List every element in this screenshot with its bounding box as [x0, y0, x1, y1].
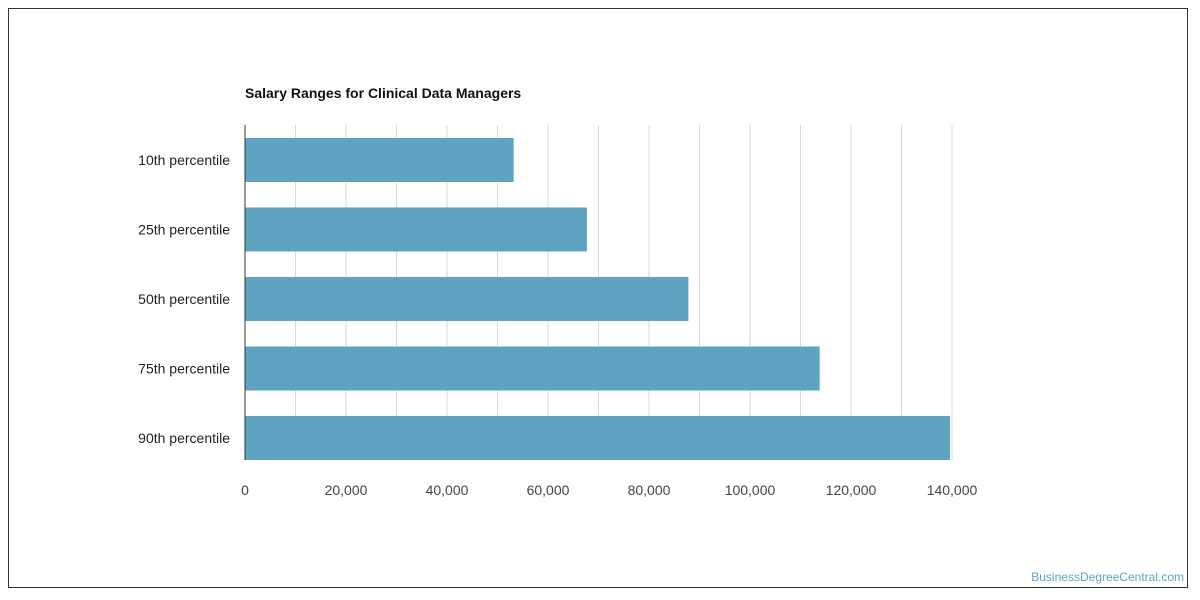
- chart-title: Salary Ranges for Clinical Data Managers: [245, 85, 522, 101]
- x-tick-labels: 0 20,000 40,000 60,000 80,000 100,000 120,000 1…: [241, 482, 977, 498]
- bar-5: [245, 416, 950, 460]
- bar-4: [245, 346, 820, 391]
- x-tick-label: 80,000: [628, 482, 671, 498]
- x-tick-label: 140,000: [927, 482, 978, 498]
- x-tick-label: 0: [241, 482, 249, 498]
- category-label: 75th percentile: [138, 361, 230, 377]
- x-tick-label: 100,000: [725, 482, 776, 498]
- x-tick-label: 20,000: [325, 482, 368, 498]
- bar-3: [245, 277, 689, 321]
- category-label: 90th percentile: [138, 430, 230, 446]
- x-tick-label: 60,000: [527, 482, 570, 498]
- x-tick-label: 120,000: [826, 482, 877, 498]
- category-label: 25th percentile: [138, 222, 230, 238]
- bars: [245, 138, 950, 460]
- x-tick-label: 40,000: [426, 482, 469, 498]
- bar-2: [245, 207, 587, 252]
- category-label: 10th percentile: [138, 152, 230, 168]
- category-labels: 10th percentile 25th percentile 50th perce…: [138, 152, 230, 446]
- source-watermark: BusinessDegreeCentral.com: [1031, 570, 1184, 584]
- category-label: 50th percentile: [138, 291, 230, 307]
- bar-1: [245, 138, 514, 182]
